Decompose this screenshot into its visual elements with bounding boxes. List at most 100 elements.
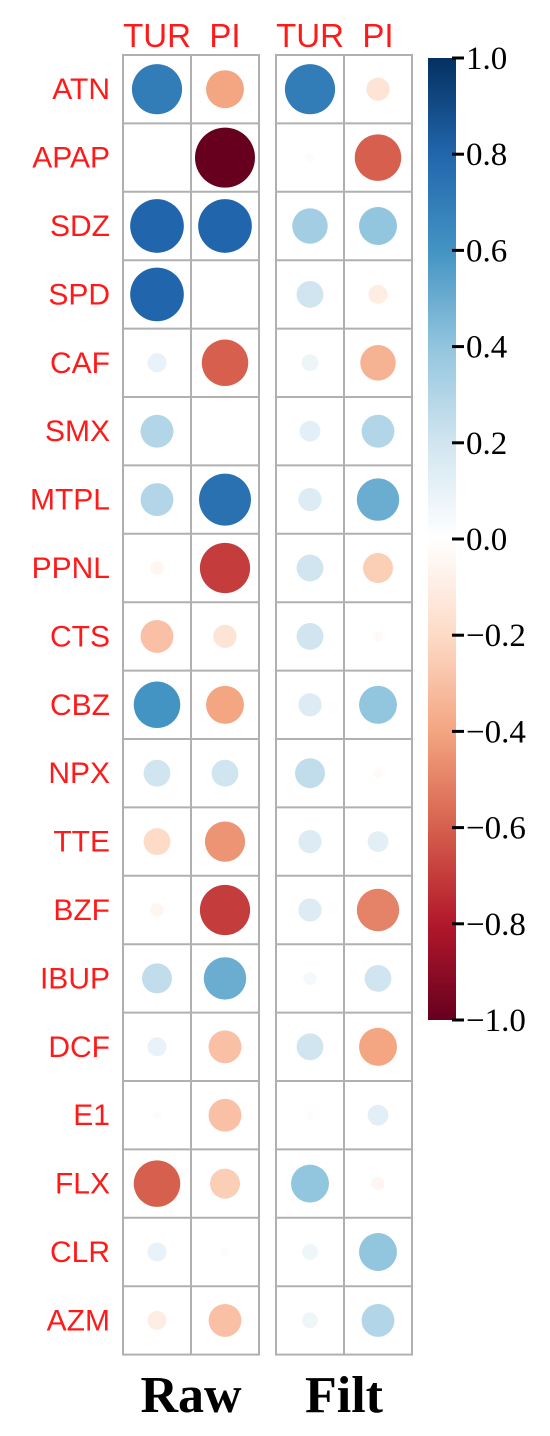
circle-filt-sdz-pi xyxy=(359,207,397,245)
row-label-ppnl: PPNL xyxy=(32,552,110,585)
colorbar-tick-label: 0.4 xyxy=(466,330,507,366)
circle-raw-spd-pi xyxy=(223,293,227,296)
circle-filt-smx-tur xyxy=(299,420,321,442)
circle-filt-cts-pi xyxy=(372,631,384,642)
circle-raw-azm-pi xyxy=(208,1303,242,1337)
circle-filt-cts-tur xyxy=(296,622,324,650)
label-layer: TUR PI TUR PI ATN APAP SDZ SPD CAF SMX MTPL PPNL CTS… xyxy=(30,17,394,1424)
circle-filt-e1-tur xyxy=(305,1110,315,1120)
circle-filt-spd-tur xyxy=(296,280,324,308)
circle-raw-dcf-tur xyxy=(147,1037,167,1057)
circle-filt-clr-pi xyxy=(359,1233,397,1271)
circle-raw-npx-pi xyxy=(211,759,239,787)
row-label-azm: AZM xyxy=(47,1304,110,1337)
circle-raw-azm-tur xyxy=(147,1310,167,1330)
circle-raw-cts-tur xyxy=(140,619,174,653)
circle-filt-npx-tur xyxy=(295,758,325,789)
circle-filt-apap-tur xyxy=(305,153,315,162)
circle-raw-clr-tur xyxy=(147,1242,167,1262)
circle-raw-sdz-tur xyxy=(130,199,184,253)
circle-filt-bzf-tur xyxy=(298,898,322,922)
circle-raw-clr-pi xyxy=(220,1247,230,1257)
circle-filt-ibup-tur xyxy=(303,971,317,986)
colorbar-tick-label: −0.6 xyxy=(466,811,526,847)
row-label-apap: APAP xyxy=(32,142,110,175)
circle-filt-apap-pi xyxy=(354,134,402,181)
circle-filt-caf-tur xyxy=(301,354,319,372)
circle-raw-bzf-pi xyxy=(199,884,251,936)
circle-filt-atn-tur xyxy=(284,64,336,115)
column-label-raw-tur: TUR xyxy=(123,17,191,54)
circle-filt-flx-tur xyxy=(291,1164,329,1203)
circle-filt-azm-tur xyxy=(302,1312,318,1329)
row-label-npx: NPX xyxy=(48,757,110,790)
circle-raw-cts-pi xyxy=(213,624,237,649)
circle-raw-e1-pi xyxy=(208,1098,242,1132)
circle-filt-azm-pi xyxy=(361,1303,395,1337)
circle-raw-caf-pi xyxy=(201,339,249,387)
circle-filt-tte-tur xyxy=(298,829,322,854)
circle-filt-bzf-pi xyxy=(356,888,400,932)
circle-raw-atn-tur xyxy=(131,64,183,115)
circle-filt-smx-pi xyxy=(361,414,395,448)
circle-raw-smx-pi xyxy=(223,430,227,433)
circle-filt-mtpl-pi xyxy=(356,478,400,521)
circle-raw-mtpl-tur xyxy=(140,483,174,517)
panel-label-filt: Filt xyxy=(305,1367,384,1424)
circle-raw-ibup-tur xyxy=(142,963,172,994)
colorbar-tick-label: −0.4 xyxy=(466,714,526,750)
colorbar-tick-label: −0.2 xyxy=(466,618,526,654)
column-label-filt-pi: PI xyxy=(362,17,393,54)
circle-filt-ppnl-tur xyxy=(296,554,324,582)
circle-filt-ppnl-pi xyxy=(363,553,393,583)
circle-filt-npx-pi xyxy=(372,768,384,779)
circle-raw-tte-tur xyxy=(143,828,171,856)
circle-filt-cbz-pi xyxy=(359,685,397,724)
circle-raw-cbz-pi xyxy=(206,685,244,724)
colorbar-gradient xyxy=(428,58,456,1020)
circle-raw-bzf-tur xyxy=(150,903,164,917)
circle-raw-tte-pi xyxy=(204,821,246,862)
row-label-caf: CAF xyxy=(50,347,110,380)
circle-filt-sdz-tur xyxy=(292,208,328,244)
row-label-tte: TTE xyxy=(53,826,110,859)
row-label-cbz: CBZ xyxy=(50,689,110,722)
circle-filt-dcf-tur xyxy=(296,1033,324,1061)
circle-raw-spd-tur xyxy=(130,267,184,322)
column-label-raw-pi: PI xyxy=(209,17,240,54)
circle-filt-cbz-tur xyxy=(298,693,322,717)
circle-filt-ibup-pi xyxy=(364,964,392,992)
row-label-dcf: DCF xyxy=(48,1031,110,1064)
circle-filt-clr-tur xyxy=(302,1244,318,1260)
row-label-ibup: IBUP xyxy=(40,962,110,995)
circle-raw-mtpl-pi xyxy=(199,473,251,526)
circle-filt-atn-pi xyxy=(366,77,390,101)
circle-filt-caf-pi xyxy=(360,345,396,381)
circle-raw-atn-pi xyxy=(206,70,244,109)
circle-filt-e1-pi xyxy=(367,1104,389,1126)
row-label-bzf: BZF xyxy=(53,894,110,927)
row-label-e1: E1 xyxy=(73,1099,110,1132)
colorbar: 1.0 0.8 0.6 0.4 0.2 0.0 −0.2 −0.4 −0.6 −0.8 −1.0 xyxy=(428,41,526,1039)
row-label-flx: FLX xyxy=(55,1168,110,1201)
circle-raw-ppnl-pi xyxy=(199,542,251,594)
row-label-atn: ATN xyxy=(52,73,110,106)
row-label-spd: SPD xyxy=(48,278,110,311)
circle-filt-spd-pi xyxy=(368,284,388,304)
circle-filt-tte-pi xyxy=(367,831,389,852)
colorbar-tick-label: 0.6 xyxy=(466,233,507,269)
row-label-cts: CTS xyxy=(50,620,110,653)
colorbar-tick-label: 0.8 xyxy=(466,137,507,173)
colorbar-tick-label: 1.0 xyxy=(466,41,507,77)
circle-filt-flx-pi xyxy=(371,1176,385,1191)
colorbar-tick-label: −0.8 xyxy=(466,907,526,943)
circle-raw-caf-tur xyxy=(147,353,167,373)
column-label-filt-tur: TUR xyxy=(276,17,344,54)
circle-raw-ppnl-tur xyxy=(150,561,164,575)
row-label-sdz: SDZ xyxy=(50,210,110,243)
circle-raw-flx-tur xyxy=(133,1160,181,1207)
circle-layer xyxy=(130,64,402,1337)
panel-label-raw: Raw xyxy=(140,1367,242,1424)
